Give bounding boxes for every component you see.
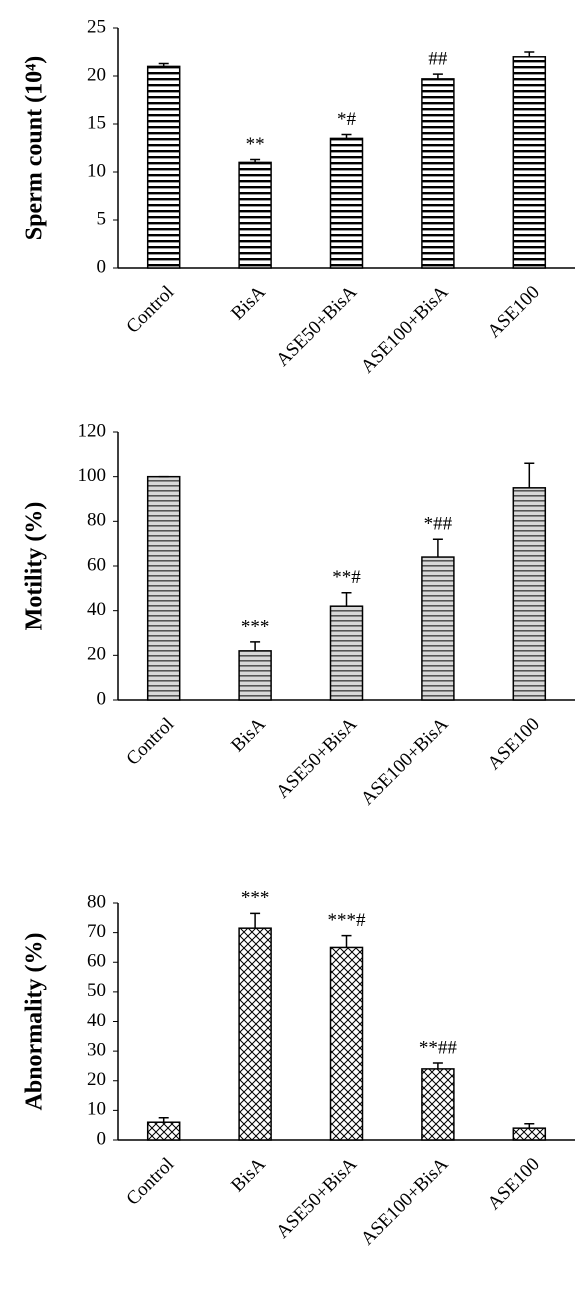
error-bar <box>432 538 443 558</box>
y-tick-label: 10 <box>87 1099 106 1120</box>
y-tick-label: 40 <box>87 1010 106 1031</box>
significance-label: ***# <box>328 910 367 931</box>
significance-label: *** <box>241 616 270 637</box>
y-tick-label: 20 <box>87 64 106 85</box>
x-tick-label: Control <box>122 282 178 338</box>
error-bar <box>524 1122 535 1129</box>
x-tick-label: ASE50+BisA <box>272 1154 361 1243</box>
y-axis-label: Abnormality (%) <box>22 933 48 1111</box>
bar <box>329 137 364 269</box>
error-bar <box>432 73 443 79</box>
bar <box>238 650 272 701</box>
y-tick-label: 50 <box>87 980 106 1001</box>
x-tick-label: ASE50+BisA <box>272 714 361 803</box>
error-bar <box>158 1117 169 1123</box>
y-tick-label: 120 <box>78 420 107 441</box>
error-bar <box>158 62 169 67</box>
error-bar <box>341 934 352 948</box>
significance-label: **## <box>419 1037 458 1058</box>
error-bar <box>250 158 261 163</box>
y-axis-label: Sperm count (10⁴) <box>22 56 48 241</box>
y-tick-label: 60 <box>87 951 106 972</box>
y-tick-label: 0 <box>97 1128 107 1149</box>
x-tick-label: Control <box>122 1154 178 1210</box>
y-tick-label: 15 <box>87 112 106 133</box>
error-bar <box>524 51 535 57</box>
x-tick-label: ASE100 <box>484 1154 544 1214</box>
chart-panel: Motility (%) 0 20 40 60 80 100 120 Control *** Bis… <box>22 420 575 810</box>
bar <box>238 927 272 1141</box>
y-tick-label: 0 <box>97 688 107 709</box>
x-tick-label: BisA <box>227 1154 270 1197</box>
bar <box>329 605 364 701</box>
error-bar <box>250 912 261 929</box>
x-tick-label: ASE100+BisA <box>357 282 453 378</box>
y-tick-label: 0 <box>97 256 107 277</box>
bar <box>421 1068 455 1141</box>
x-tick-label: ASE50+BisA <box>272 282 361 371</box>
chart-panel: Abnormality (%) 0 10 20 30 40 50 60 70 80 Control *… <box>22 888 575 1250</box>
y-tick-label: 30 <box>87 1039 106 1060</box>
significance-label: *## <box>424 514 453 535</box>
y-tick-label: 80 <box>87 510 106 531</box>
significance-label: ** <box>246 134 265 155</box>
y-tick-label: 100 <box>78 465 107 486</box>
bar <box>146 65 181 269</box>
bar <box>146 1121 181 1141</box>
significance-label: *** <box>241 888 270 909</box>
x-tick-label: ASE100 <box>484 282 544 342</box>
x-tick-label: ASE100+BisA <box>357 714 453 810</box>
error-bar <box>432 1062 443 1069</box>
bar <box>421 556 455 701</box>
significance-label: *# <box>337 109 357 130</box>
bar <box>512 487 547 701</box>
bar <box>146 475 181 701</box>
y-tick-label: 70 <box>87 921 106 942</box>
error-bar <box>524 462 535 488</box>
y-tick-label: 25 <box>87 16 106 37</box>
bar <box>512 1127 547 1141</box>
bar <box>238 161 272 269</box>
y-tick-label: 60 <box>87 554 106 575</box>
x-tick-label: BisA <box>227 714 270 757</box>
bar <box>329 946 364 1141</box>
y-tick-label: 10 <box>87 160 106 181</box>
bar <box>512 56 547 269</box>
significance-label: ## <box>428 48 448 69</box>
significance-label: **# <box>332 567 361 588</box>
x-tick-label: ASE100+BisA <box>357 1154 453 1250</box>
chart-panel: Sperm count (10⁴) 0 5 10 15 20 25 Control ** BisA… <box>22 16 575 378</box>
x-tick-label: BisA <box>227 282 270 325</box>
y-tick-label: 80 <box>87 891 106 912</box>
y-tick-label: 40 <box>87 599 106 620</box>
y-tick-label: 20 <box>87 644 106 665</box>
x-tick-label: ASE100 <box>484 714 544 774</box>
y-tick-label: 20 <box>87 1069 106 1090</box>
y-tick-label: 5 <box>97 208 107 229</box>
error-bar <box>341 592 352 607</box>
x-tick-label: Control <box>122 714 178 770</box>
y-axis-label: Motility (%) <box>22 502 48 631</box>
error-bar <box>250 641 261 651</box>
error-bar <box>341 133 352 139</box>
bar <box>421 78 455 269</box>
